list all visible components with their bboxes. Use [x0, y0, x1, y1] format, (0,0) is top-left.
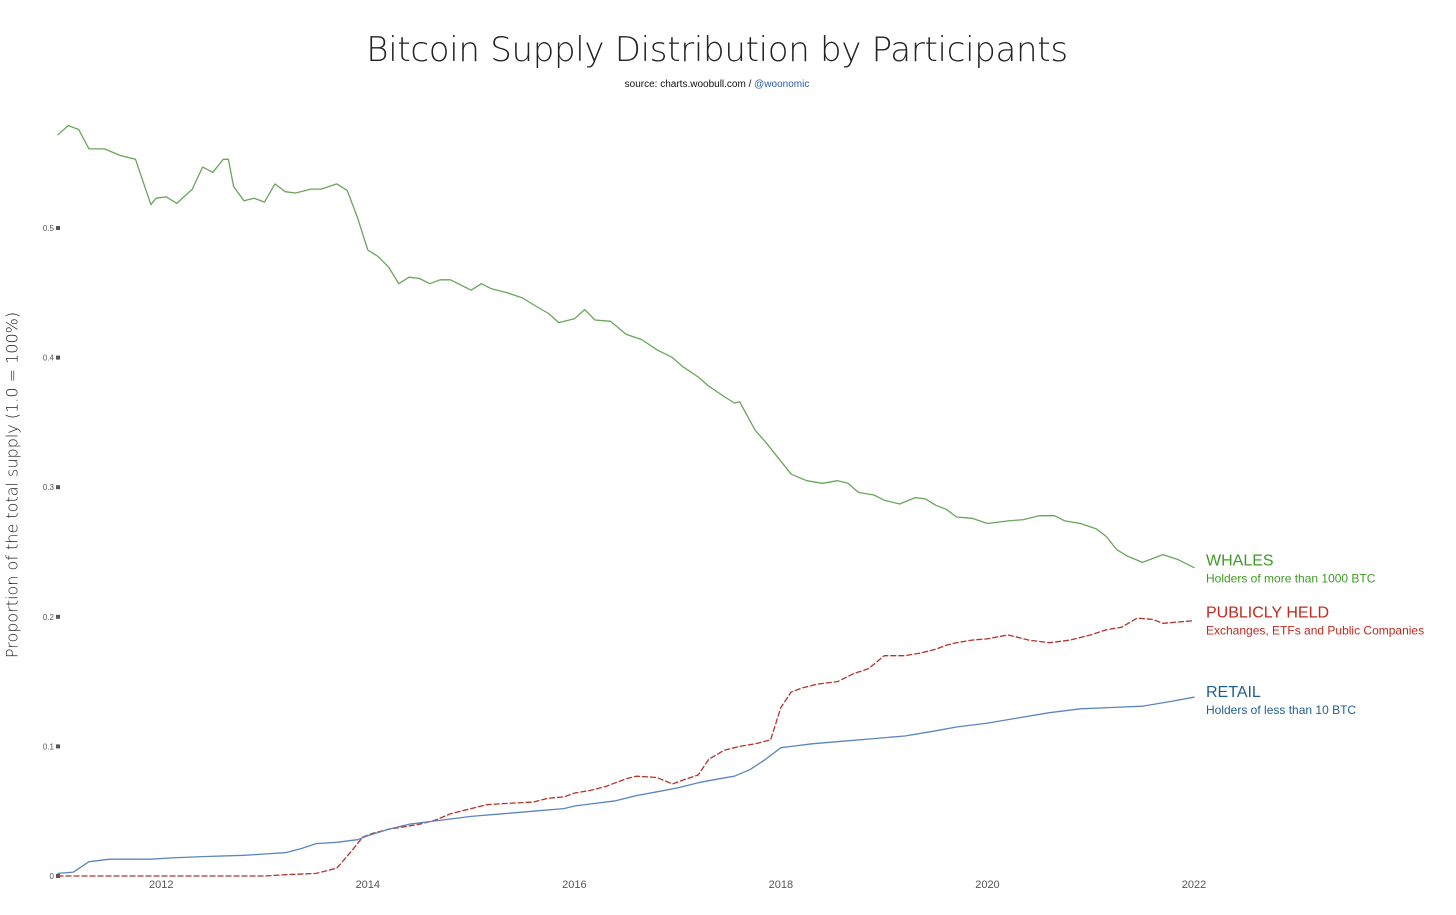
series-line-whales	[57, 124, 1195, 569]
x-tick-label: 2012	[149, 879, 173, 891]
y-tick-mark	[56, 614, 60, 619]
x-tick-label: 2018	[769, 879, 793, 891]
x-tick-label: 2014	[356, 879, 380, 891]
x-tick-label: 2020	[975, 879, 999, 891]
y-tick-mark	[56, 226, 60, 230]
y-tick-label: 0.2	[43, 613, 55, 622]
series-label-retail: RETAIL	[1206, 684, 1261, 701]
y-tick-mark	[56, 355, 60, 360]
y-tick-label: 0	[50, 872, 55, 881]
chart-source: source: charts.woobull.com / @woonomic	[0, 79, 1434, 90]
y-tick-mark	[56, 744, 60, 749]
chart-title: Bitcoin Supply Distribution by Participa…	[366, 30, 1068, 70]
y-tick-label: 0.1	[43, 742, 55, 751]
y-tick-mark	[56, 485, 60, 490]
y-tick-label: 0.3	[43, 483, 55, 492]
y-tick-label: 0.4	[43, 354, 55, 363]
series-line-publicly-held	[57, 617, 1195, 877]
series-label-whales: WHALES	[1206, 553, 1274, 570]
source-text: source: charts.woobull.com /	[624, 79, 755, 90]
source-handle-link[interactable]: @woonomic	[754, 79, 810, 90]
series-description-publicly-held: Exchanges, ETFs and Public Companies	[1206, 624, 1424, 638]
series-description-retail: Holders of less than 10 BTC	[1206, 703, 1356, 717]
series-description-whales: Holders of more than 1000 BTC	[1206, 572, 1376, 586]
series-line-retail	[57, 696, 1195, 875]
y-tick-label: 0.5	[43, 224, 55, 233]
x-tick-label: 2016	[562, 879, 586, 891]
x-tick-label: 2022	[1182, 879, 1206, 891]
series-label-publicly-held: PUBLICLY HELD	[1206, 605, 1329, 622]
